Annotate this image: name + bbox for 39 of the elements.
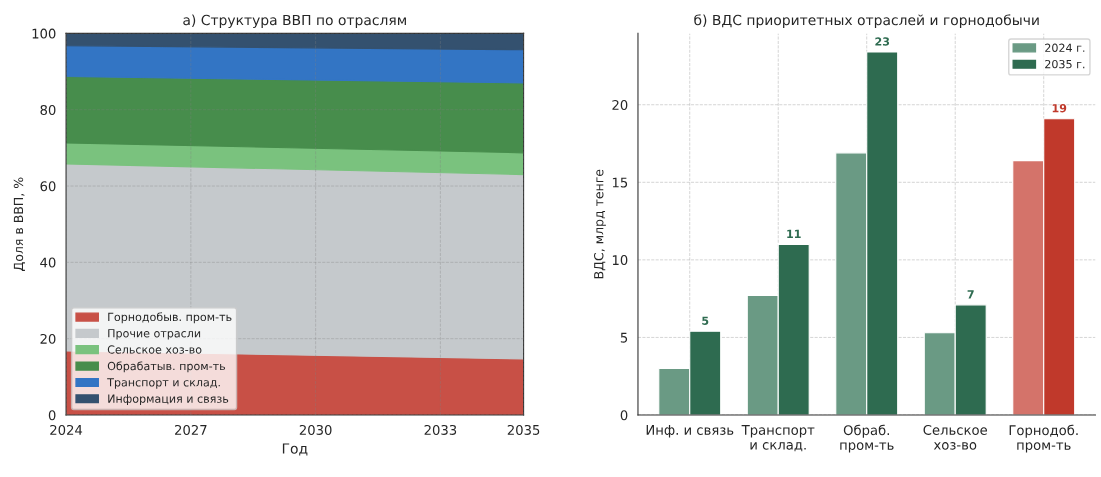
legend-label: 2024 г. — [1045, 43, 1085, 52]
legend-label: Транспорт и склад. — [107, 378, 220, 389]
y-tick-label: 0 — [620, 410, 628, 421]
x-tick-label: Сельское хоз-во — [923, 424, 987, 450]
x-tick-label: 2033 — [424, 424, 457, 435]
legend-label: Обрабатыв. пром-ть — [107, 361, 226, 373]
y-axis-title: ВДС, млрд тенге — [594, 169, 606, 279]
y-tick-label: 20 — [40, 333, 56, 344]
y-tick-label: 5 — [620, 332, 628, 343]
y-tick-label: 15 — [612, 177, 628, 188]
data-label: 11 — [787, 229, 801, 238]
x-tick-label: 2027 — [175, 424, 207, 435]
y-tick-label: 100 — [32, 28, 56, 39]
y-axis-title: Доля в ВВП, % — [13, 177, 25, 271]
legend-label: Прочие отрасли — [108, 329, 201, 340]
data-label: 7 — [967, 290, 974, 299]
y-tick-label: 40 — [40, 257, 56, 268]
data-label: 5 — [702, 316, 709, 325]
y-tick-label: 20 — [612, 99, 628, 110]
legend-label: Сельское хоз-во — [107, 345, 202, 354]
y-tick-label: 0 — [48, 410, 56, 421]
x-tick-label: Обраб. пром-ть — [840, 424, 894, 453]
y-tick-label: 80 — [40, 104, 56, 115]
x-tick-label: 2030 — [299, 424, 332, 435]
legend-label: 2035 г. — [1045, 59, 1085, 69]
chart-title: б) ВДС приоритетных отраслей и горнодобычи — [694, 14, 1039, 28]
x-tick-label: Горнодоб. пром-ть — [1009, 424, 1078, 453]
x-tick-label: Инф. и связь — [646, 425, 734, 438]
x-tick-label: 2024 — [50, 424, 83, 435]
y-tick-label: 60 — [40, 181, 56, 192]
data-label: 19 — [1052, 103, 1067, 113]
legend-label: Горнодобыв. пром-ть — [108, 312, 232, 324]
x-tick-label: 2035 — [507, 424, 540, 435]
chart-title: а) Структура ВВП по отраслям — [183, 14, 406, 28]
data-label: 23 — [875, 37, 890, 46]
y-tick-label: 10 — [612, 255, 628, 266]
legend-label: Информация и связь — [108, 394, 229, 405]
x-tick-label: Транспорт и склад. — [741, 425, 815, 452]
x-axis-title: Год — [282, 443, 308, 456]
